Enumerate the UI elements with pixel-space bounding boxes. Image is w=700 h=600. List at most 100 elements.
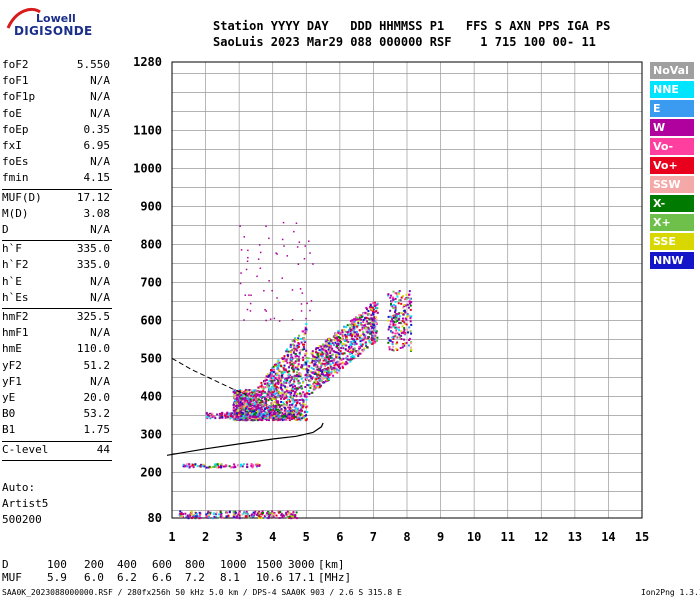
echo-point [224, 415, 227, 418]
echo-point [342, 352, 345, 355]
legend-item-nnw: NNW [650, 252, 694, 269]
echo-point [262, 413, 265, 416]
echo-point [373, 311, 376, 314]
echo-point [352, 342, 355, 345]
echo-point [261, 510, 264, 513]
echo-point [259, 385, 261, 388]
echo-point [290, 415, 293, 418]
echo-point [275, 416, 278, 419]
echo-point [367, 313, 370, 316]
echo-point [298, 402, 301, 405]
echo-point [261, 408, 264, 411]
echo-point [281, 358, 284, 360]
echo-point [246, 389, 249, 391]
echo-point [294, 366, 297, 369]
echo-point [288, 381, 291, 384]
echo-point [360, 337, 363, 340]
echo-point [240, 416, 243, 419]
echo-point [324, 356, 327, 359]
echo-point [343, 343, 346, 346]
echo-point [265, 419, 268, 421]
echo-point [292, 375, 295, 378]
echo-point [344, 339, 346, 342]
echo-point [328, 345, 331, 348]
echo-point [255, 405, 258, 408]
echo-point [282, 417, 285, 420]
echo-point [301, 399, 304, 401]
echo-point [330, 339, 333, 342]
echo-point [295, 388, 298, 391]
echo-point [234, 396, 237, 399]
echo-point [308, 240, 310, 242]
echo-point [237, 405, 239, 408]
echo-point [290, 351, 292, 354]
echo-point [329, 365, 332, 368]
echo-point [268, 237, 270, 240]
echo-point [360, 324, 363, 326]
muf-distance-unit: [km] [318, 558, 345, 571]
echo-point [251, 409, 254, 412]
echo-point [250, 294, 252, 296]
echo-point [305, 317, 307, 320]
echo-point [291, 403, 293, 406]
echo-point [406, 328, 409, 331]
echo-point [321, 351, 324, 354]
echo-point [405, 323, 408, 326]
echo-point [293, 337, 296, 340]
version-label: Ion2Png 1.3.17 [641, 588, 700, 597]
echo-point [209, 511, 212, 514]
echo-point [283, 364, 286, 367]
echo-point [241, 405, 244, 408]
echo-point [323, 362, 326, 365]
echo-point [277, 400, 280, 403]
echo-point [259, 415, 261, 418]
echo-point [192, 466, 195, 469]
echo-point [400, 338, 403, 340]
echo-point [286, 255, 288, 257]
echo-point [296, 418, 299, 421]
echo-point [308, 383, 311, 386]
echo-point [335, 354, 338, 357]
echo-point [276, 360, 279, 363]
echo-point [288, 511, 291, 514]
echo-point [253, 512, 256, 515]
echo-point [314, 360, 317, 363]
echo-point [247, 396, 250, 399]
echo-points [178, 221, 413, 520]
echo-point [305, 406, 308, 409]
echo-point [280, 514, 283, 517]
echo-point [239, 401, 242, 404]
echo-point [269, 374, 272, 377]
echo-point [327, 354, 330, 357]
echo-point [289, 406, 292, 409]
echo-point [310, 371, 313, 374]
echo-point [344, 348, 347, 351]
echo-point [243, 399, 246, 402]
echo-point [247, 405, 250, 408]
echo-point [268, 395, 271, 398]
echo-point [325, 376, 328, 379]
echo-point [350, 340, 353, 343]
echo-point [303, 411, 306, 414]
echo-point [240, 249, 243, 251]
echo-point [367, 322, 370, 325]
echo-point [261, 401, 264, 404]
echo-point [292, 397, 295, 400]
echo-point [231, 415, 234, 418]
echo-point [185, 515, 188, 518]
echo-point [276, 396, 279, 399]
echo-point [408, 302, 411, 305]
echo-point [400, 334, 403, 337]
echo-point [392, 298, 395, 301]
echo-point [301, 414, 304, 417]
echo-point [202, 463, 205, 466]
legend-item-x: X- [650, 195, 694, 212]
echo-point [392, 325, 395, 328]
echo-point [325, 356, 328, 359]
echo-point [292, 394, 295, 397]
echo-point [373, 324, 375, 327]
echo-point [242, 390, 245, 393]
echo-point [334, 332, 337, 335]
echo-point [285, 388, 288, 391]
echo-point [284, 411, 287, 414]
